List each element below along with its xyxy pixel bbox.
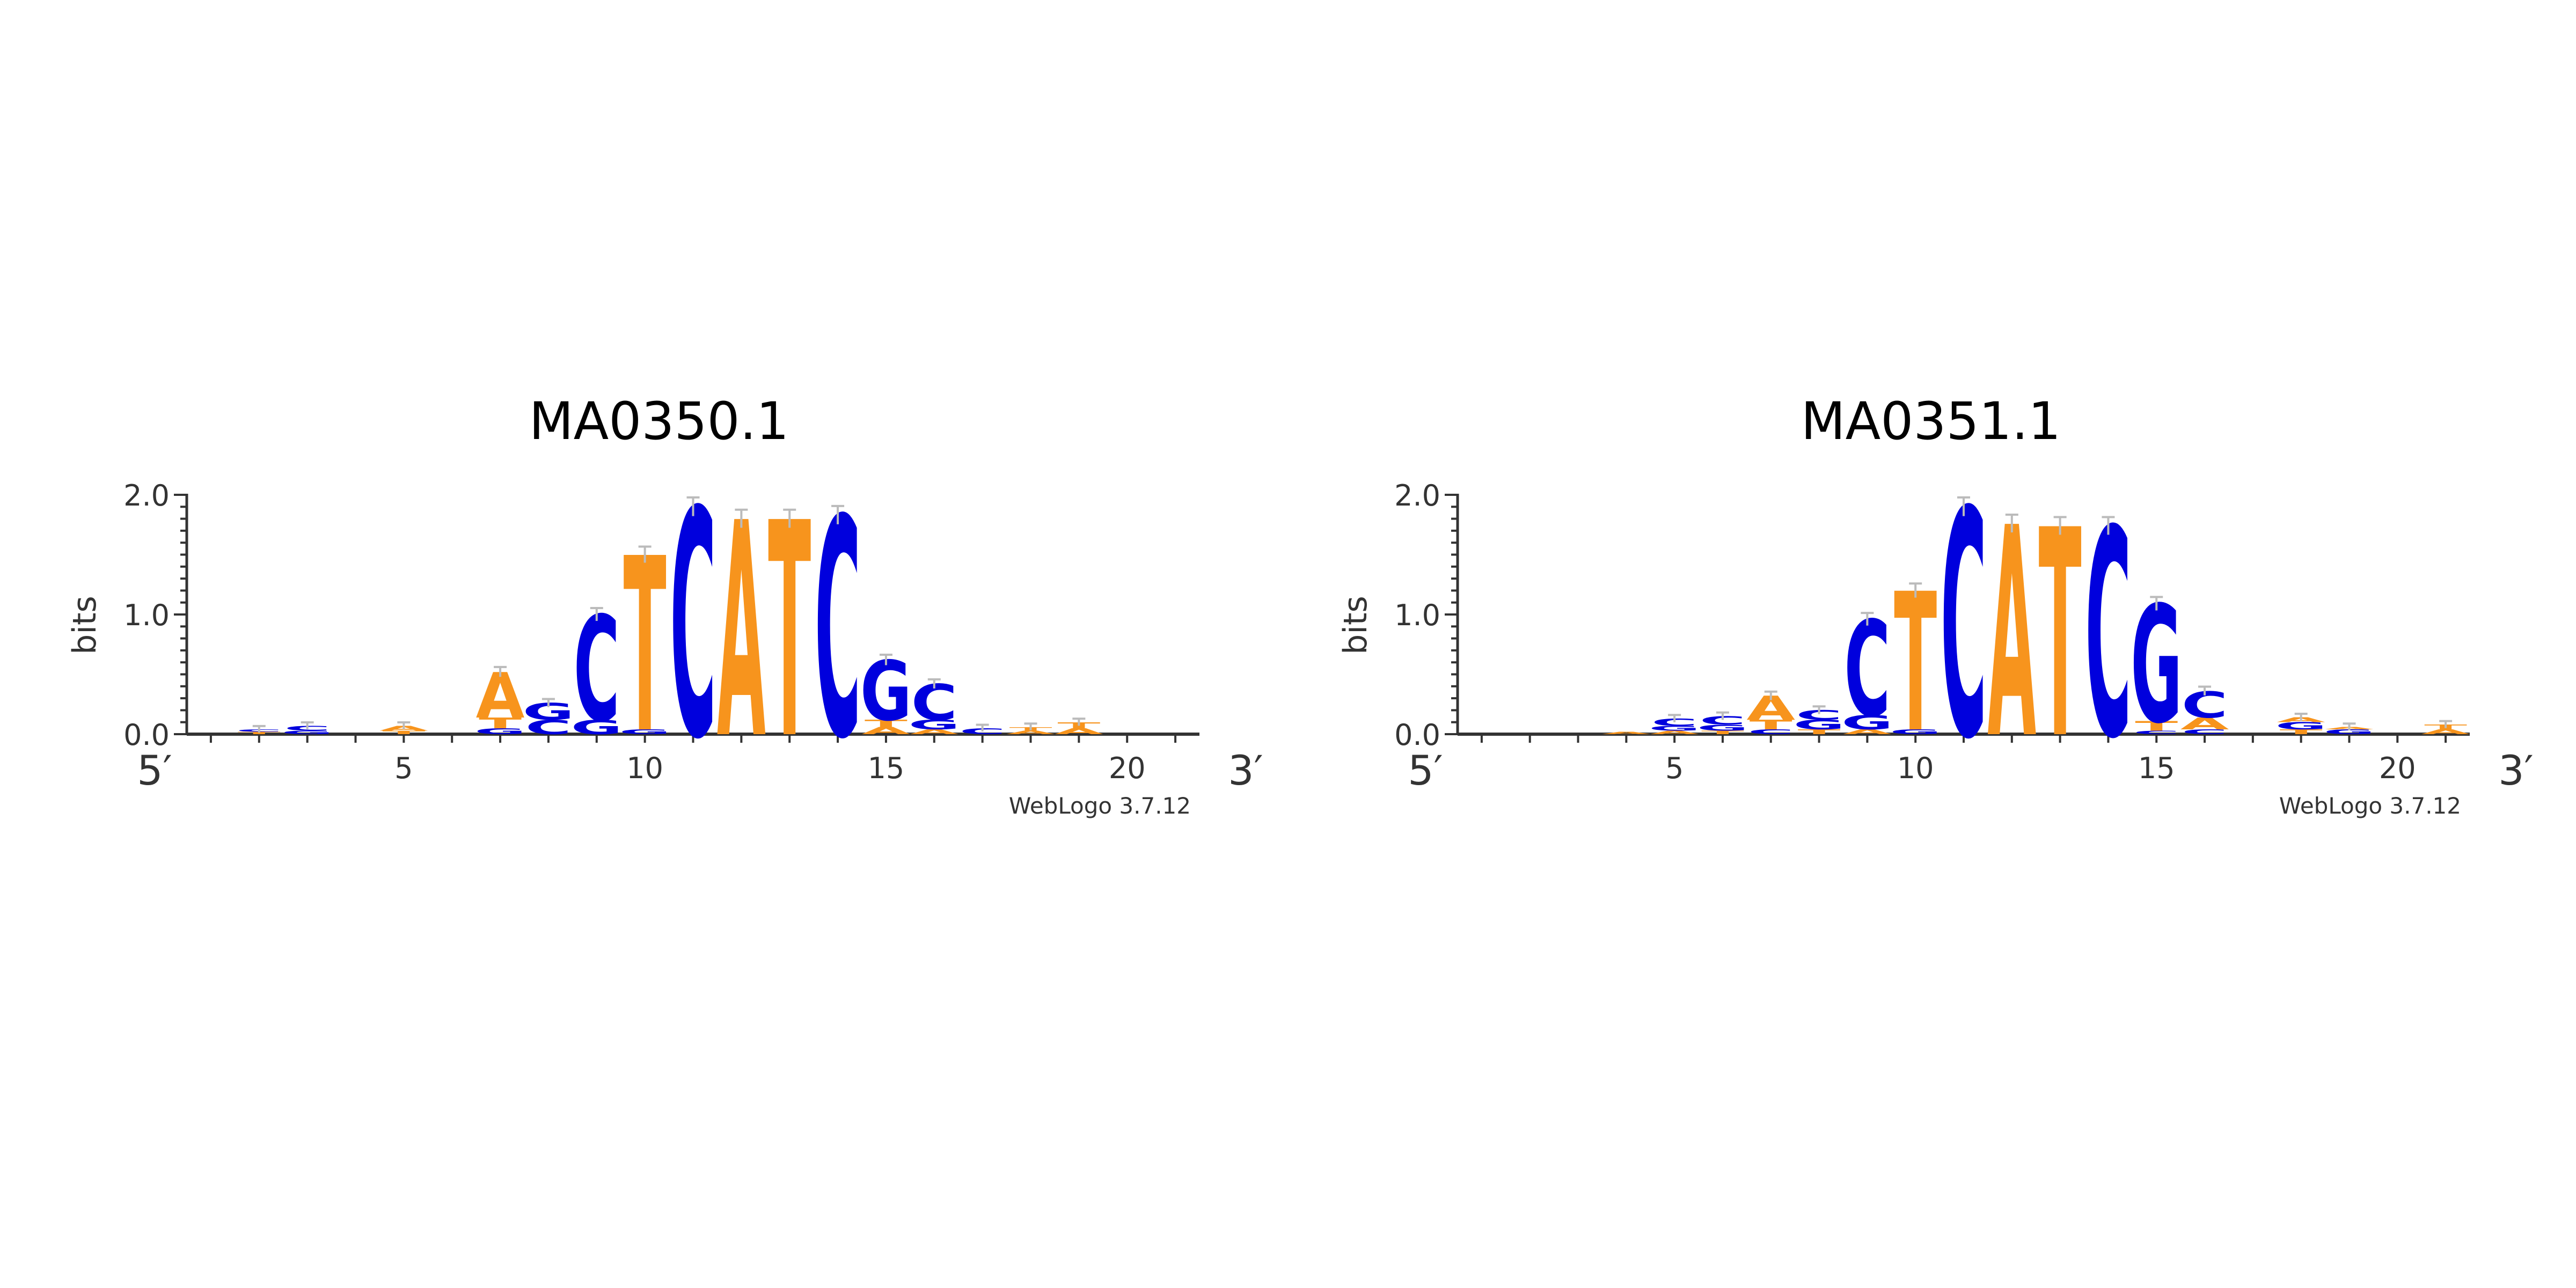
logo-letter-C: C (1748, 728, 1794, 736)
logo-letter-T: T (865, 718, 908, 729)
y-tick-label: 0.0 (123, 718, 170, 752)
five-prime-label: 5′ (137, 747, 172, 794)
logo-letter-G: G (1649, 724, 1700, 732)
logo-letter-G: G (474, 727, 526, 736)
logo-letter-G: G (2323, 728, 2375, 736)
x-tick-label: 20 (2379, 751, 2416, 785)
logo-letter-T: T (2280, 728, 2323, 736)
x-tick-label: 10 (626, 751, 663, 785)
logo-letter-T: T (382, 730, 425, 736)
logo-letter-A: A (1055, 727, 1103, 736)
three-prime-label: 3′ (2498, 747, 2534, 794)
logo-letter-G: G (1793, 717, 1845, 733)
logo-letter-A: A (1650, 730, 1699, 736)
logo-letter-A: A (862, 725, 911, 736)
y-tick-label: 0.0 (1394, 718, 1440, 752)
logo-letter-T: T (238, 731, 281, 735)
logo-letter-T: T (1750, 717, 1792, 733)
y-tick-label: 2.0 (1394, 479, 1440, 513)
logo-letter-G: G (909, 717, 960, 733)
three-prime-label: 3′ (1228, 747, 1263, 794)
weblogo-credit: WebLogo 3.7.12 (2279, 793, 2461, 819)
logo-letter-C: C (525, 716, 572, 739)
logo-letter-A: A (2421, 728, 2470, 736)
logo-letter-G: G (619, 728, 671, 736)
logo-letter-T: T (479, 715, 522, 732)
logo-letter-A: A (1006, 730, 1055, 736)
logo-letter-C: C (1651, 716, 1697, 728)
x-tick-label: 20 (1109, 751, 1146, 785)
logo-letter-T: T (2135, 719, 2178, 734)
logo-letter-G: G (282, 730, 333, 736)
y-tick-label: 1.0 (1394, 598, 1440, 632)
x-tick-label: 10 (1897, 751, 1934, 785)
logo-letter-T: T (1701, 730, 1744, 736)
x-tick-label: 15 (868, 751, 905, 785)
y-tick-label: 2.0 (123, 479, 170, 513)
logo-letter-A: A (1843, 728, 1892, 736)
logo-letter-G: G (1697, 723, 1748, 733)
y-tick-label: 1.0 (123, 598, 170, 632)
logo-letter-G: G (571, 716, 623, 739)
logo-letter-A: A (1602, 731, 1651, 735)
logo-letter-C: C (2182, 728, 2228, 736)
logo-letter-G: G (1841, 711, 1893, 734)
chart-title: MA0351.1 (1801, 391, 2061, 451)
five-prime-label: 5′ (1408, 747, 1443, 794)
logo-letter-A: A (910, 728, 958, 736)
chart-title: MA0350.1 (529, 391, 789, 451)
logo-panel-1: MA0350.1 0.0 1.0 2.0 bits 5 10 15 20 5′ 3′ WebLogo … (66, 391, 1263, 819)
x-tick-label: 15 (2138, 751, 2175, 785)
y-axis-label: bits (1337, 596, 1374, 655)
logo-letter-A: A (2180, 714, 2229, 734)
logo-letter-G: G (2275, 720, 2327, 731)
logo-panel-2: MA0351.1 0.0 1.0 2.0 bits 5 10 15 20 5′ 3′ WebLogo … (1337, 391, 2534, 819)
logo-letter-G: G (1890, 728, 1941, 736)
weblogo-credit: WebLogo 3.7.12 (1009, 793, 1191, 819)
y-axis-label: bits (66, 596, 104, 655)
logo-letter-C: C (2133, 730, 2179, 736)
x-tick-label: 5 (1665, 751, 1684, 785)
logo-letter-T: T (1798, 728, 1841, 736)
x-tick-label: 5 (394, 751, 413, 785)
